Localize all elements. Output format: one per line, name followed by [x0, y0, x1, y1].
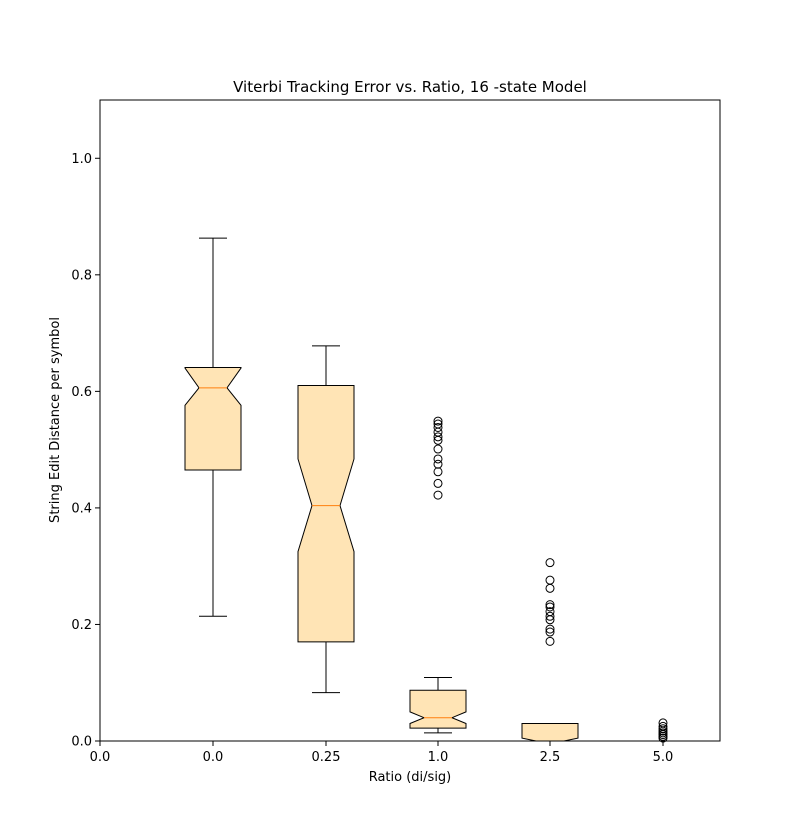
outlier-point [433, 478, 443, 488]
box-group-2-5 [521, 558, 579, 742]
y-tick-label: 0.6 [71, 385, 92, 400]
outlier-point [433, 427, 443, 437]
outlier-point [433, 490, 443, 500]
x-tick-label: 1.0 [428, 750, 449, 765]
x-tick-label: 0.0 [203, 750, 224, 765]
chart-title: Viterbi Tracking Error vs. Ratio, 16 -st… [233, 78, 587, 96]
y-axis-label: String Edit Distance per symbol [48, 317, 63, 523]
outlier-point [545, 636, 555, 646]
outlier-point [545, 600, 555, 610]
outlier-point [658, 721, 668, 731]
outlier-point [545, 627, 555, 637]
outlier-point [545, 607, 555, 617]
outlier-point [545, 575, 555, 585]
outlier-point [433, 432, 443, 442]
box-group-0-0 [184, 237, 242, 617]
outlier-point [545, 611, 555, 621]
x-tick-label: 0.0 [90, 750, 111, 765]
x-tick-label: 2.5 [540, 750, 561, 765]
x-axis-ticks: 0.0 0.0 0.25 1.0 2.5 5.0 [90, 741, 674, 765]
y-tick-label: 0.2 [71, 618, 92, 633]
outlier-point [433, 422, 443, 432]
plot-content [184, 237, 691, 743]
outlier-point [658, 724, 668, 734]
notched-box [409, 689, 467, 729]
box-group-5-0 [635, 718, 691, 743]
outlier-point [433, 416, 443, 426]
notched-box [297, 385, 355, 643]
notched-box [521, 723, 579, 742]
axes-frame [99, 99, 721, 742]
outlier-point [545, 624, 555, 634]
outlier-point [433, 419, 443, 429]
box-group-1-0 [409, 416, 467, 734]
y-tick-label: 0.0 [71, 735, 92, 750]
y-tick-label: 1.0 [71, 152, 92, 167]
x-tick-label: 0.25 [312, 750, 341, 765]
outlier-point [433, 459, 443, 469]
x-axis-label: Ratio (di/sig) [369, 770, 452, 785]
y-tick-label: 0.4 [71, 501, 92, 516]
x-tick-label: 5.0 [653, 750, 674, 765]
y-tick-label: 0.8 [71, 268, 92, 283]
outlier-point [658, 718, 668, 728]
outlier-point [433, 467, 443, 477]
outlier-point [545, 558, 555, 568]
notched-box [184, 366, 242, 471]
outlier-point [433, 454, 443, 464]
outlier-point [545, 583, 555, 593]
box-group-0-25 [297, 345, 355, 694]
outlier-point [433, 444, 443, 454]
outlier-point [545, 602, 555, 612]
y-axis-ticks: 0.0 0.2 0.4 0.6 0.8 1.0 [71, 152, 100, 750]
